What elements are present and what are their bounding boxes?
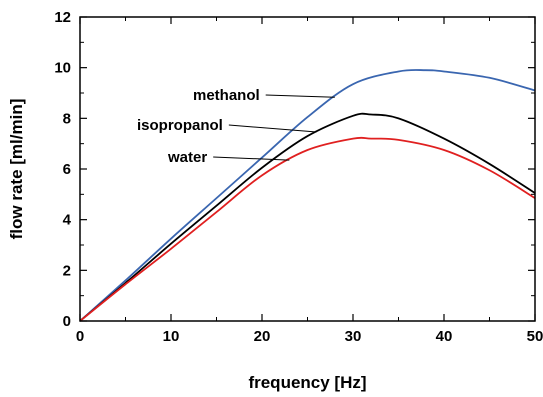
x-tick-label: 50 [527,328,543,345]
series-line-water [79,136,536,322]
x-tick-label: 20 [254,328,271,345]
y-tick-label: 10 [54,60,71,77]
y-tick-label: 6 [63,161,71,178]
tick-layer: 0 10 20 30 40 50 0 2 4 6 8 10 12 [54,9,543,345]
series-line-methanol [79,69,536,322]
y-tick-label: 12 [54,9,71,26]
label-layer: methanol isopropanol water [137,87,335,166]
y-tick-label: 2 [63,262,71,279]
leader-line-methanol [265,94,335,98]
series-line-isopropanol [79,112,536,322]
leader-line-water [213,156,290,161]
series-label-isopropanol: isopropanol [137,117,223,134]
series-label-methanol: methanol [193,87,260,104]
x-tick-label: 10 [163,328,180,345]
y-tick-label: 4 [63,212,72,229]
x-tick-label: 40 [436,328,453,345]
plot-frame [79,16,536,322]
series-label-water: water [167,149,207,166]
y-axis-title: flow rate [ml/min] [7,99,26,240]
y-tick-label: 8 [63,110,71,127]
x-axis-title: frequency [Hz] [248,373,366,392]
x-tick-label: 30 [345,328,362,345]
leader-line-isopropanol [228,124,317,133]
y-tick-label: 0 [63,313,71,330]
series-layer [79,69,536,322]
x-tick-label: 0 [76,328,84,345]
